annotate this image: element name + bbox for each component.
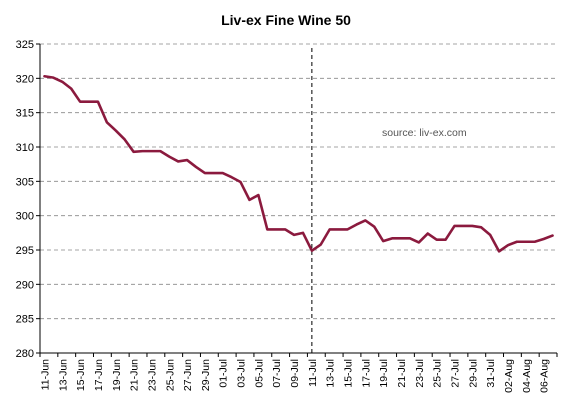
x-tick-label: 29-Jun (200, 359, 212, 391)
series-layer (43, 74, 554, 253)
x-tick-label: 23-Jul (414, 359, 426, 388)
y-tick-labels: 280 285 290 295 300 305 310 315 320 325 (16, 39, 34, 360)
x-tick-label: 23-Jun (146, 359, 158, 391)
x-tick-label: 01-Jul (218, 359, 230, 388)
x-tick-label: 02-Aug (503, 359, 515, 393)
y-tick-label: 305 (16, 176, 34, 188)
y-tick-label: 280 (16, 348, 34, 360)
y-tick-label: 320 (16, 73, 34, 85)
y-tick-label: 325 (16, 39, 34, 51)
x-tick-label: 31-Jul (485, 359, 497, 388)
x-tick-label: 25-Jun (164, 359, 176, 391)
gridlines (40, 43, 557, 320)
x-tick-label: 04-Aug (521, 359, 533, 393)
x-tick-labels: 11-Jun 13-Jun 15-Jun 17-Jun 19-Jun 21-Jun 23-J… (39, 359, 550, 393)
x-tick-label: 29-Jul (467, 359, 479, 388)
x-tick-label: 25-Jul (432, 359, 444, 388)
x-tick-label: 15-Jun (75, 359, 87, 391)
y-tick-label: 300 (16, 211, 34, 223)
y-tick-label: 295 (16, 245, 34, 257)
y-tick-label: 310 (16, 142, 34, 154)
series-line (43, 74, 554, 253)
source-annotation: source: liv-ex.com (382, 127, 467, 139)
x-tick-label: 27-Jun (182, 359, 194, 391)
x-tick-label: 09-Jul (289, 359, 301, 388)
x-tick-label: 05-Jul (253, 359, 265, 388)
x-tick-label: 17-Jun (93, 359, 105, 391)
y-tick-label: 290 (16, 279, 34, 291)
x-tick-label: 11-Jul (307, 359, 319, 387)
x-tick-label: 19-Jul (378, 359, 390, 388)
x-tick-label: 06-Aug (539, 359, 551, 393)
x-tick-label: 21-Jun (129, 359, 141, 391)
x-tick-label: 27-Jul (449, 359, 461, 388)
x-tick-label: 07-Jul (271, 359, 283, 388)
axes (36, 43, 558, 357)
x-tick-label: 11-Jun (39, 359, 51, 390)
x-tick-label: 13-Jun (57, 359, 69, 391)
x-tick-label: 21-Jul (396, 359, 408, 388)
x-tick-label: 13-Jul (325, 359, 337, 388)
x-tick-label: 15-Jul (343, 359, 355, 388)
chart-title: Liv-ex Fine Wine 50 (221, 12, 351, 28)
x-tick-label: 03-Jul (236, 359, 248, 388)
y-tick-label: 315 (16, 108, 34, 120)
y-tick-label: 285 (16, 314, 34, 326)
x-tick-label: 17-Jul (360, 359, 372, 388)
x-tick-label: 19-Jun (111, 359, 123, 391)
